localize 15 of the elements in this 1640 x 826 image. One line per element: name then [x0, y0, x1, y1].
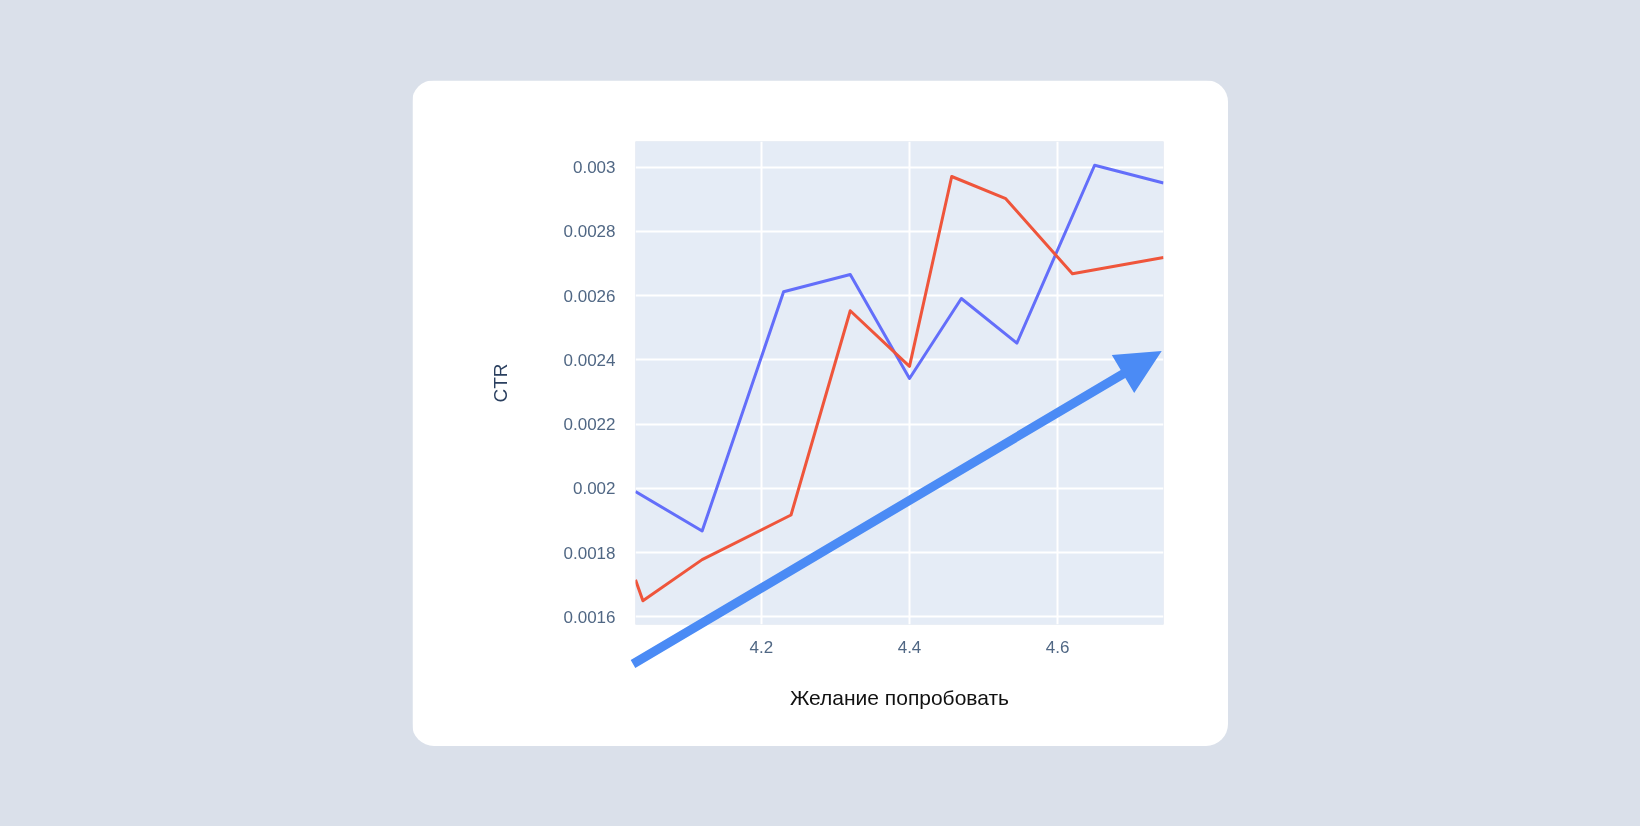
- line-series: [635, 175, 1164, 603]
- y-tick-label: 0.0028: [563, 222, 616, 242]
- y-tick-label: 0.003: [572, 158, 616, 178]
- line-series: [635, 163, 1164, 533]
- y-tick-label: 0.0018: [563, 543, 616, 563]
- y-axis-title: CTR: [489, 363, 511, 403]
- x-tick-label: 4.2: [749, 637, 774, 657]
- x-tick-label: 4.4: [897, 637, 922, 657]
- y-tick-label: 0.0016: [563, 607, 616, 627]
- y-tick-label: 0.002: [572, 479, 616, 499]
- x-tick-label: 4.6: [1045, 637, 1070, 657]
- x-axis-title: Желание попробовать: [789, 685, 1010, 709]
- y-tick-label: 0.0022: [563, 415, 616, 435]
- y-tick-label: 0.0024: [563, 350, 616, 370]
- y-tick-label: 0.0026: [563, 286, 616, 306]
